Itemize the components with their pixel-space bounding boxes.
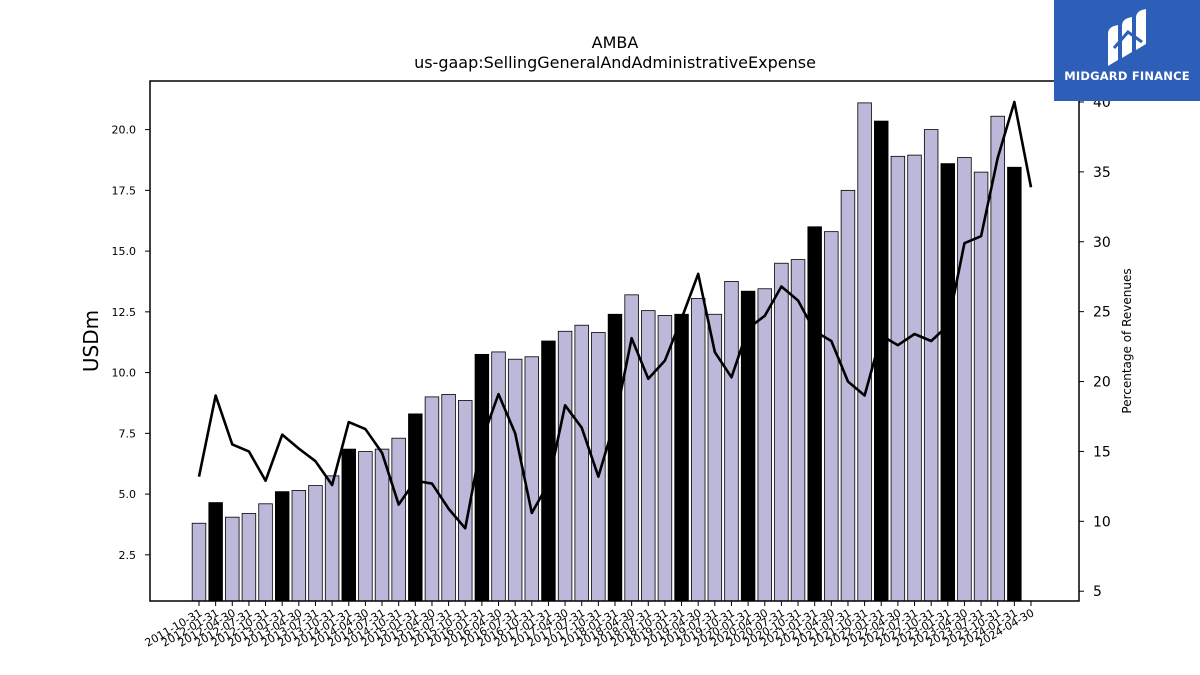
bar: [641, 310, 656, 602]
chart-title: AMBA: [592, 33, 639, 52]
x-axis: 2011-10-312012-01-312012-04-302012-07-31…: [143, 601, 1037, 650]
bar: [474, 353, 490, 602]
y-tick-label: 5.0: [119, 488, 137, 501]
bar: [591, 332, 606, 602]
bar: [324, 475, 340, 602]
logo-text: MIDGARD FINANCE: [1064, 69, 1190, 83]
bar: [957, 157, 972, 602]
midgard-logo-icon: [1108, 9, 1146, 66]
bar: [824, 231, 839, 602]
bar: [424, 396, 440, 602]
bar: [341, 448, 356, 602]
bar: [241, 513, 257, 602]
y2-tick-label: 15: [1093, 444, 1111, 460]
y-tick-label: 12.5: [112, 306, 137, 319]
bar: [574, 324, 589, 602]
y-tick-label: 10.0: [112, 367, 137, 380]
bar: [724, 281, 739, 602]
y-tick-label: 15.0: [112, 245, 137, 258]
bar: [391, 437, 406, 602]
bar: [857, 102, 872, 602]
bar: [358, 451, 373, 602]
bar: [774, 262, 789, 602]
bar: [308, 485, 323, 602]
bar: [990, 115, 1005, 602]
y2-tick-label: 10: [1093, 514, 1111, 530]
bar: [1007, 166, 1022, 602]
bar: [690, 298, 706, 602]
bar: [674, 313, 689, 602]
y-tick-label: 20.0: [112, 124, 137, 137]
y-tick-label: 7.5: [119, 427, 137, 440]
bar-series: [191, 102, 1022, 602]
y-tick-label: 2.5: [119, 549, 137, 562]
bar: [907, 154, 922, 602]
bar: [757, 288, 772, 602]
chart-subtitle: us-gaap:SellingGeneralAndAdministrativeE…: [414, 53, 816, 72]
y2-tick-label: 20: [1093, 375, 1111, 391]
bar: [740, 290, 756, 602]
bar: [607, 313, 623, 602]
y2-tick-label: 30: [1093, 235, 1111, 251]
logo: MIDGARD FINANCE: [1054, 0, 1200, 101]
revenue-percentage-line: [197, 100, 1033, 530]
y2-axis-label: Percentage of Revenues: [1120, 268, 1134, 413]
bar: [408, 413, 423, 602]
bar: [541, 340, 556, 602]
bar: [441, 394, 456, 602]
bar: [940, 163, 956, 602]
bar: [491, 351, 506, 602]
bar: [208, 502, 223, 602]
line-series: [197, 100, 1033, 530]
bar: [258, 503, 273, 602]
y-axis-label: USDm: [79, 310, 103, 372]
left-axis: 2.5 5.0 7.5 10.0 12.5 15.0 17.5 20.0: [112, 124, 150, 562]
bar: [291, 490, 307, 602]
y-tick-label: 17.5: [112, 184, 137, 197]
y2-tick-label: 25: [1093, 305, 1111, 321]
bar: [840, 189, 856, 602]
bar: [524, 356, 540, 602]
bar: [191, 522, 207, 602]
bar: [557, 330, 573, 602]
bar: [225, 516, 240, 602]
bar: [507, 358, 523, 602]
y2-tick-label: 35: [1093, 165, 1111, 181]
bar: [890, 155, 906, 602]
bar: [807, 226, 822, 602]
bar: [874, 120, 889, 602]
bar: [274, 491, 290, 602]
bar: [923, 129, 939, 602]
y2-tick-label: 5: [1093, 584, 1102, 600]
